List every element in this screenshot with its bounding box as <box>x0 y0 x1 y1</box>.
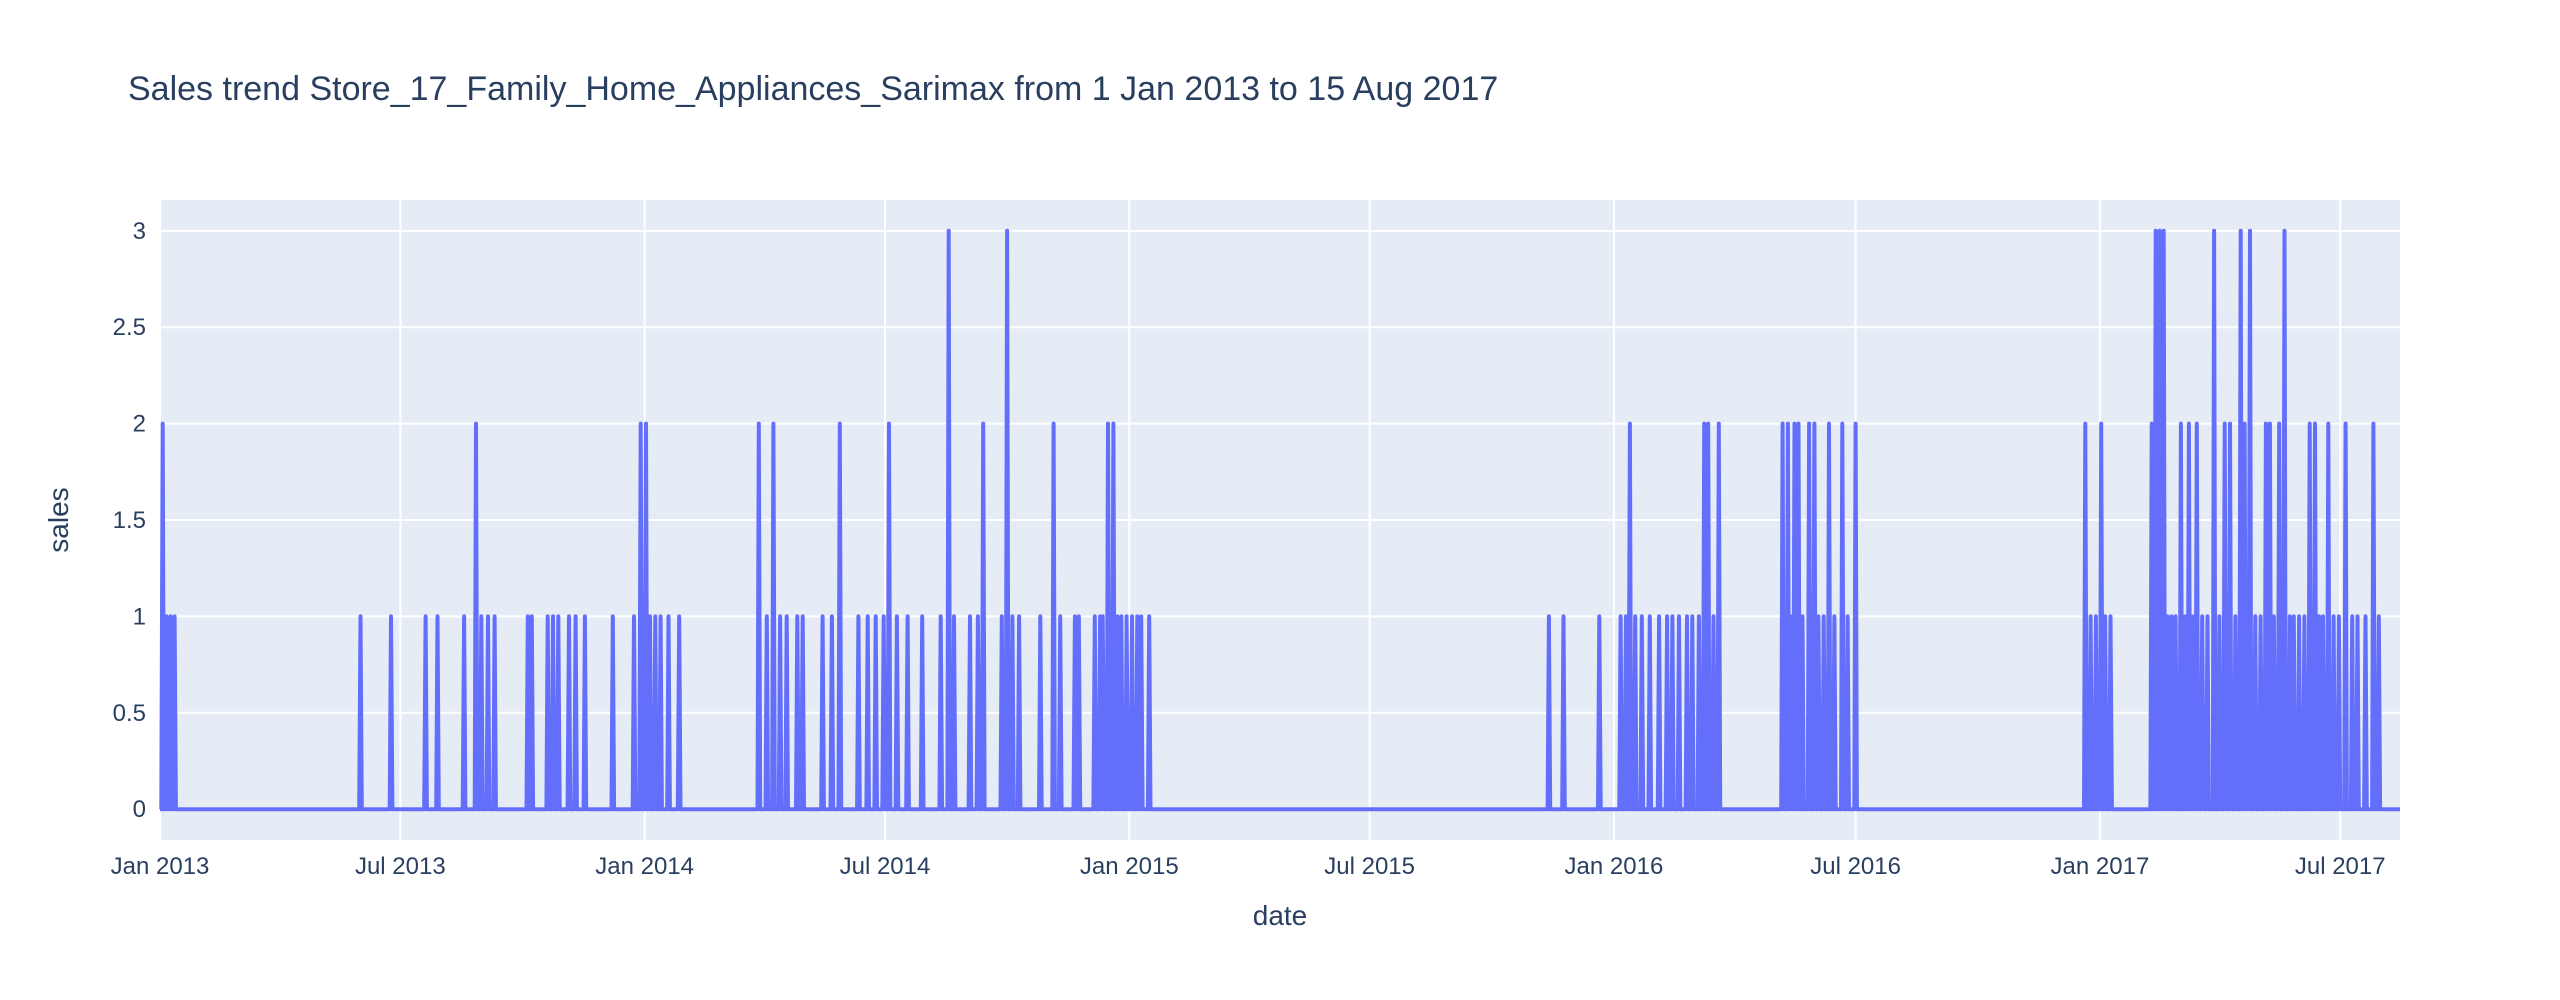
y-tick-label: 0.5 <box>113 700 146 727</box>
x-tick-label: Jul 2015 <box>1324 853 1415 880</box>
y-tick-label: 2.5 <box>113 314 146 341</box>
x-tick-label: Jan 2015 <box>1080 853 1179 880</box>
x-tick-label: Jan 2017 <box>2051 853 2150 880</box>
y-tick-label: 1.5 <box>113 507 146 534</box>
x-tick-label: Jan 2013 <box>111 853 210 880</box>
x-tick-label: Jul 2014 <box>840 853 931 880</box>
x-tick-label: Jan 2016 <box>1565 853 1664 880</box>
y-tick-label: 0 <box>133 796 146 823</box>
x-tick-label: Jan 2014 <box>595 853 694 880</box>
y-tick-label: 2 <box>133 411 146 438</box>
sales-series-line <box>159 228 2400 812</box>
x-tick-label: Jul 2016 <box>1810 853 1901 880</box>
x-axis-title: date <box>1253 900 1308 931</box>
series-layer <box>159 228 2400 812</box>
y-axis-title: sales <box>43 487 74 552</box>
y-tick-label: 1 <box>133 603 146 630</box>
chart-title: Sales trend Store_17_Family_Home_Applian… <box>128 70 1498 108</box>
x-axis-ticks: Jan 2013 Jul 2013 Jan 2014 Jul 2014 Jan 2015… <box>111 853 2386 880</box>
x-tick-label: Jul 2017 <box>2295 853 2386 880</box>
y-axis-ticks: 0 0.5 1 1.5 2 2.5 3 <box>113 218 146 823</box>
y-tick-label: 3 <box>133 218 146 245</box>
x-tick-label: Jul 2013 <box>355 853 446 880</box>
